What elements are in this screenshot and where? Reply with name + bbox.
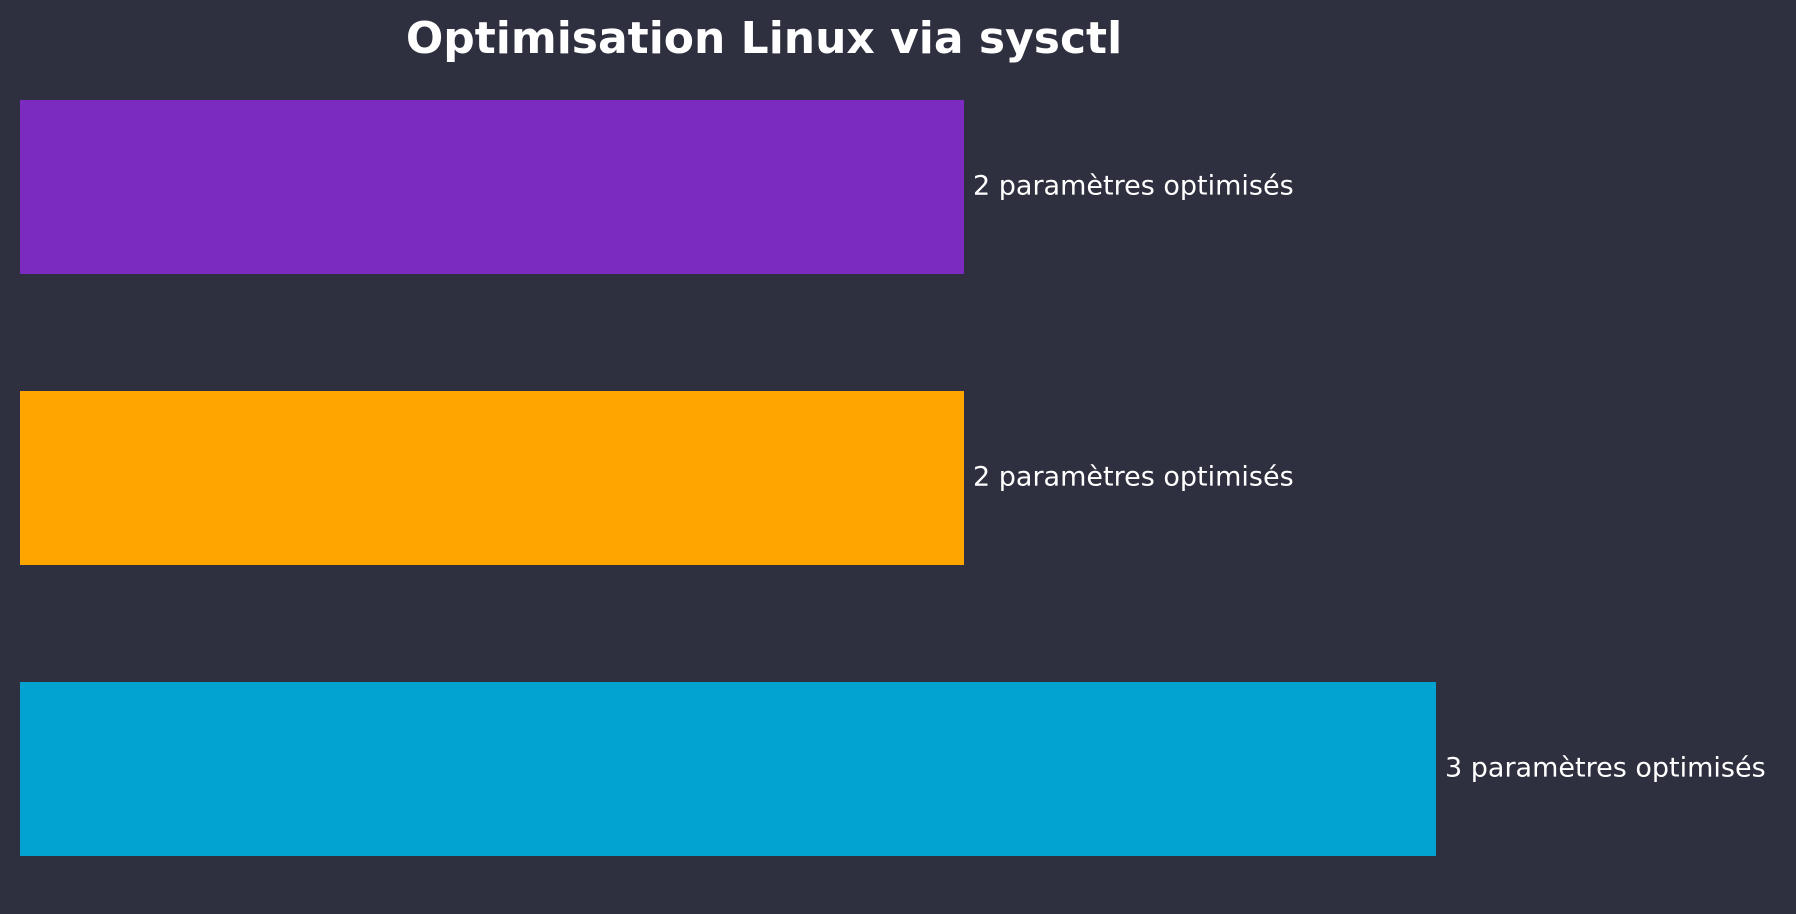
bars-group: 2 paramètres optimisés 2 paramètres optim…: [20, 100, 1766, 856]
bar-1: [20, 100, 964, 274]
bar-value-label-2: 2 paramètres optimisés: [973, 462, 1294, 493]
bar-3: [20, 682, 1436, 856]
bar-value-label-1: 2 paramètres optimisés: [973, 171, 1294, 202]
chart-title: Optimisation Linux via sysctl: [406, 13, 1122, 64]
bar-value-label-3: 3 paramètres optimisés: [1445, 753, 1766, 784]
bar-2: [20, 391, 964, 565]
